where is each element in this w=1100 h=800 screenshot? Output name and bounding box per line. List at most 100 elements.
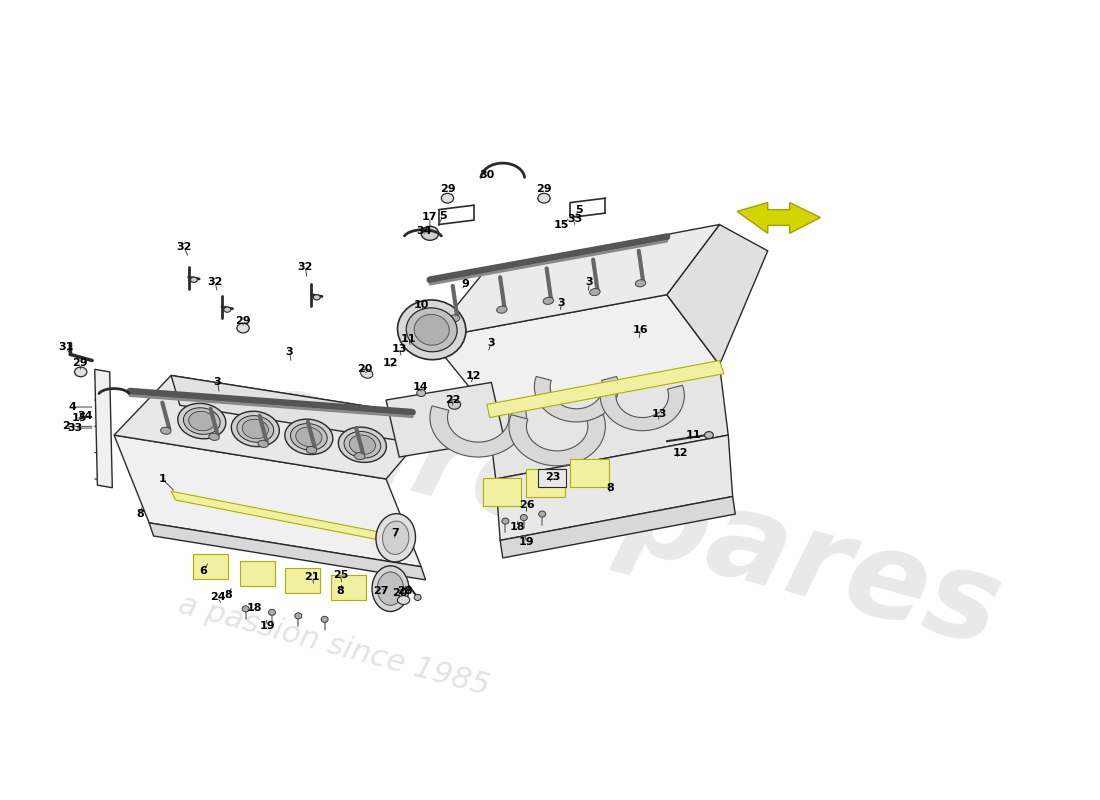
Text: 10: 10 xyxy=(414,300,429,310)
Text: 22: 22 xyxy=(446,395,461,405)
Ellipse shape xyxy=(306,446,317,454)
Text: 32: 32 xyxy=(207,277,222,286)
Ellipse shape xyxy=(209,434,219,441)
Text: 17: 17 xyxy=(422,213,438,222)
Text: 29: 29 xyxy=(440,185,455,194)
Text: 3: 3 xyxy=(487,338,495,348)
Ellipse shape xyxy=(321,616,328,622)
FancyBboxPatch shape xyxy=(285,569,320,593)
Ellipse shape xyxy=(184,408,220,434)
Text: 9: 9 xyxy=(461,279,469,289)
Ellipse shape xyxy=(178,403,226,438)
Text: 33: 33 xyxy=(568,214,582,224)
Text: 5: 5 xyxy=(575,205,583,214)
Text: 8: 8 xyxy=(224,590,232,600)
Text: a passion since 1985: a passion since 1985 xyxy=(176,590,493,702)
Text: 12: 12 xyxy=(466,371,482,382)
Ellipse shape xyxy=(376,514,416,562)
Ellipse shape xyxy=(397,596,409,605)
Ellipse shape xyxy=(372,566,409,611)
Ellipse shape xyxy=(543,298,553,305)
Text: eurospares: eurospares xyxy=(236,358,1013,670)
Text: 11: 11 xyxy=(402,334,417,343)
Text: 28: 28 xyxy=(397,586,414,596)
Ellipse shape xyxy=(285,419,333,454)
Ellipse shape xyxy=(636,280,646,287)
Ellipse shape xyxy=(314,294,320,300)
Ellipse shape xyxy=(449,399,461,410)
Text: 32: 32 xyxy=(298,262,314,272)
Text: 11: 11 xyxy=(685,430,701,440)
Ellipse shape xyxy=(75,367,87,377)
Ellipse shape xyxy=(406,308,458,352)
Text: 5: 5 xyxy=(439,210,447,221)
FancyBboxPatch shape xyxy=(483,478,521,506)
Text: 34: 34 xyxy=(416,226,431,236)
Text: 29: 29 xyxy=(72,358,88,368)
Ellipse shape xyxy=(258,440,268,447)
Text: 30: 30 xyxy=(480,170,495,180)
Polygon shape xyxy=(430,406,527,457)
Ellipse shape xyxy=(383,521,409,554)
Text: 13: 13 xyxy=(652,409,668,419)
Text: 16: 16 xyxy=(632,325,648,335)
Polygon shape xyxy=(95,370,112,488)
Text: 13: 13 xyxy=(392,344,407,354)
Ellipse shape xyxy=(242,419,268,438)
Polygon shape xyxy=(487,361,724,418)
Text: 24: 24 xyxy=(210,593,225,602)
Text: 32: 32 xyxy=(177,242,191,252)
Text: 21: 21 xyxy=(305,572,320,582)
Ellipse shape xyxy=(344,431,381,458)
Ellipse shape xyxy=(339,427,386,462)
Polygon shape xyxy=(509,414,605,466)
Text: 27: 27 xyxy=(373,586,388,596)
Polygon shape xyxy=(601,386,684,430)
Ellipse shape xyxy=(417,390,426,397)
Polygon shape xyxy=(172,491,390,542)
Ellipse shape xyxy=(190,277,197,282)
FancyBboxPatch shape xyxy=(240,562,275,586)
Ellipse shape xyxy=(520,514,527,521)
Text: 3: 3 xyxy=(286,346,294,357)
Ellipse shape xyxy=(189,411,214,430)
Text: 8: 8 xyxy=(337,586,344,596)
Ellipse shape xyxy=(441,194,453,203)
Polygon shape xyxy=(487,365,728,479)
Text: 19: 19 xyxy=(260,622,275,631)
Text: 3: 3 xyxy=(586,277,593,286)
Ellipse shape xyxy=(538,194,550,203)
Polygon shape xyxy=(500,497,735,558)
Text: 6: 6 xyxy=(199,566,208,576)
FancyBboxPatch shape xyxy=(527,470,565,498)
Ellipse shape xyxy=(397,300,466,360)
Ellipse shape xyxy=(236,323,250,333)
Ellipse shape xyxy=(231,411,279,446)
Text: 19: 19 xyxy=(518,537,535,547)
Polygon shape xyxy=(737,202,821,234)
Ellipse shape xyxy=(236,416,274,442)
Ellipse shape xyxy=(421,226,439,240)
Text: 18: 18 xyxy=(510,522,526,532)
Text: 23: 23 xyxy=(546,472,561,482)
Ellipse shape xyxy=(268,610,275,615)
Polygon shape xyxy=(430,294,719,409)
Text: 29: 29 xyxy=(536,185,552,194)
Polygon shape xyxy=(114,435,421,566)
Ellipse shape xyxy=(377,572,404,606)
Ellipse shape xyxy=(449,315,460,322)
Ellipse shape xyxy=(539,511,546,517)
Text: 20: 20 xyxy=(358,364,373,374)
Ellipse shape xyxy=(296,427,322,446)
Text: 8: 8 xyxy=(136,509,144,519)
Text: 15: 15 xyxy=(72,413,87,422)
Ellipse shape xyxy=(496,306,507,313)
Polygon shape xyxy=(430,225,719,338)
Text: 14: 14 xyxy=(412,382,428,392)
Polygon shape xyxy=(386,382,505,457)
Ellipse shape xyxy=(705,431,713,438)
Text: 25: 25 xyxy=(332,570,348,581)
Text: 8: 8 xyxy=(606,482,614,493)
Text: 29: 29 xyxy=(235,316,251,326)
Text: 7: 7 xyxy=(390,528,398,538)
